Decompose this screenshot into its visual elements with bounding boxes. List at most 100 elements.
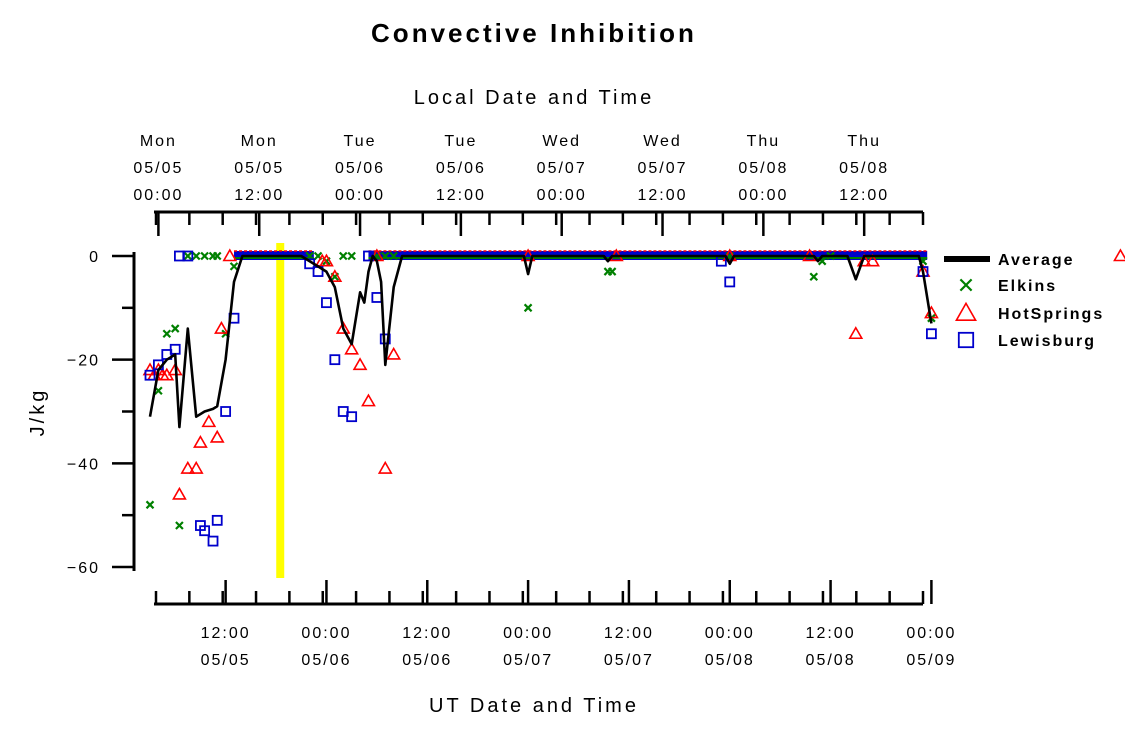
y-tick-label: −40 <box>67 456 100 473</box>
bottom-tick-time: 12:00 <box>201 625 251 642</box>
hotsprings-point <box>377 460 393 474</box>
elkins-point <box>212 251 222 261</box>
top-tick-day: Mon <box>241 133 278 150</box>
hotsprings-point <box>722 248 738 262</box>
chart-title: Convective Inhibition <box>371 18 697 48</box>
legend: Average Elkins HotSprings Lewisburg <box>944 252 1104 350</box>
bottom-axis-title: UT Date and Time <box>429 695 639 717</box>
hotsprings-point <box>172 486 187 500</box>
highlight-bar <box>276 243 285 578</box>
top-tick-day: Thu <box>747 133 781 150</box>
elkins-point <box>389 251 398 261</box>
bottom-tick-date: 05/07 <box>604 652 654 669</box>
hotsprings-point <box>335 320 351 334</box>
hotsprings-point <box>214 320 229 334</box>
elkins-point <box>809 272 819 282</box>
hotsprings-point <box>865 253 880 267</box>
lewisburg-point <box>199 525 211 537</box>
bottom-tick-time: 12:00 <box>806 625 856 642</box>
elkins-series <box>145 251 936 530</box>
hotsprings-point <box>142 362 158 376</box>
legend-label-hotsprings: HotSprings <box>998 306 1104 323</box>
bottom-tick-time: 00:00 <box>906 625 956 642</box>
hotsprings-point <box>848 326 864 340</box>
top-tick-day: Tue <box>444 133 477 150</box>
hotsprings-point <box>1113 248 1125 262</box>
top-tick-date: 05/05 <box>234 160 284 177</box>
top-tick-date: 05/07 <box>638 160 688 177</box>
top-tick-time: 00:00 <box>738 187 788 204</box>
bottom-tick-date: 05/08 <box>806 652 856 669</box>
top-tick-day: Thu <box>847 133 881 150</box>
bottom-tick-date: 05/06 <box>301 652 351 669</box>
hotsprings-point <box>520 248 536 262</box>
bottom-tick-time: 00:00 <box>503 625 553 642</box>
top-tick-time: 00:00 <box>133 187 183 204</box>
bottom-tick-date: 05/09 <box>906 652 956 669</box>
lewisburg-series <box>144 250 937 547</box>
bottom-tick-date: 05/06 <box>402 652 452 669</box>
lewisburg-point <box>926 328 937 340</box>
y-tick-label: −60 <box>67 560 100 577</box>
top-tick-day: Mon <box>140 133 177 150</box>
elkins-point <box>959 278 973 292</box>
hotsprings-point <box>193 434 208 448</box>
hotsprings-point <box>319 253 334 267</box>
elkins-point <box>347 251 356 261</box>
top-tick-time: 12:00 <box>839 187 889 204</box>
elkins-point <box>145 500 155 510</box>
top-axis-title: Local Date and Time <box>414 87 654 109</box>
hotsprings-point <box>361 393 376 407</box>
legend-label-elkins: Elkins <box>998 278 1057 295</box>
top-tick-time: 00:00 <box>537 187 587 204</box>
lewisburg-point <box>321 297 332 309</box>
hotsprings-point <box>344 341 360 355</box>
lewisburg-point <box>957 331 975 349</box>
legend-label-average: Average <box>998 252 1075 269</box>
hotsprings-point <box>180 460 196 474</box>
elkins-point <box>338 251 348 261</box>
bottom-tick-date: 05/07 <box>503 652 553 669</box>
hotsprings-point <box>386 346 402 360</box>
top-tick-time: 12:00 <box>638 187 688 204</box>
hotsprings-series <box>142 248 1125 500</box>
lewisburg-point <box>371 292 383 303</box>
bottom-tick-time: 12:00 <box>604 625 654 642</box>
y-axis-title: J/kg <box>27 388 49 437</box>
elkins-point <box>607 267 617 276</box>
elkins-point <box>175 521 184 530</box>
y-tick-label: 0 <box>89 249 100 266</box>
top-tick-date: 05/05 <box>133 160 183 177</box>
top-tick-date: 05/07 <box>537 160 587 177</box>
hotsprings-point <box>352 357 368 371</box>
elkins-point <box>162 329 172 339</box>
elkins-point <box>380 251 390 261</box>
lewisburg-point <box>211 514 223 526</box>
elkins-point <box>523 303 533 313</box>
bottom-tick-time: 12:00 <box>402 625 452 642</box>
top-tick-date: 05/08 <box>738 160 788 177</box>
top-tick-day: Tue <box>344 133 377 150</box>
hotsprings-point <box>201 414 217 428</box>
elkins-point <box>229 262 239 271</box>
hotsprings-point <box>856 253 872 267</box>
top-tick-day: Wed <box>542 133 581 150</box>
top-tick-time: 12:00 <box>436 187 486 204</box>
elkins-point <box>183 251 193 261</box>
legend-label-lewisburg: Lewisburg <box>998 333 1096 350</box>
hotsprings-point <box>222 248 238 262</box>
hotsprings-point <box>188 460 204 474</box>
lewisburg-point <box>329 354 341 366</box>
lewisburg-point <box>182 250 194 262</box>
elkins-point <box>191 251 201 261</box>
top-tick-time: 00:00 <box>335 187 385 204</box>
top-tick-date: 05/08 <box>839 160 889 177</box>
average-line <box>148 254 933 429</box>
hotsprings-point <box>955 301 977 321</box>
top-tick-date: 05/06 <box>335 160 385 177</box>
lewisburg-point <box>346 411 358 423</box>
top-tick-time: 12:00 <box>234 187 284 204</box>
y-tick-label: −20 <box>67 353 100 370</box>
bottom-tick-time: 00:00 <box>301 625 351 642</box>
bottom-tick-date: 05/05 <box>201 652 251 669</box>
